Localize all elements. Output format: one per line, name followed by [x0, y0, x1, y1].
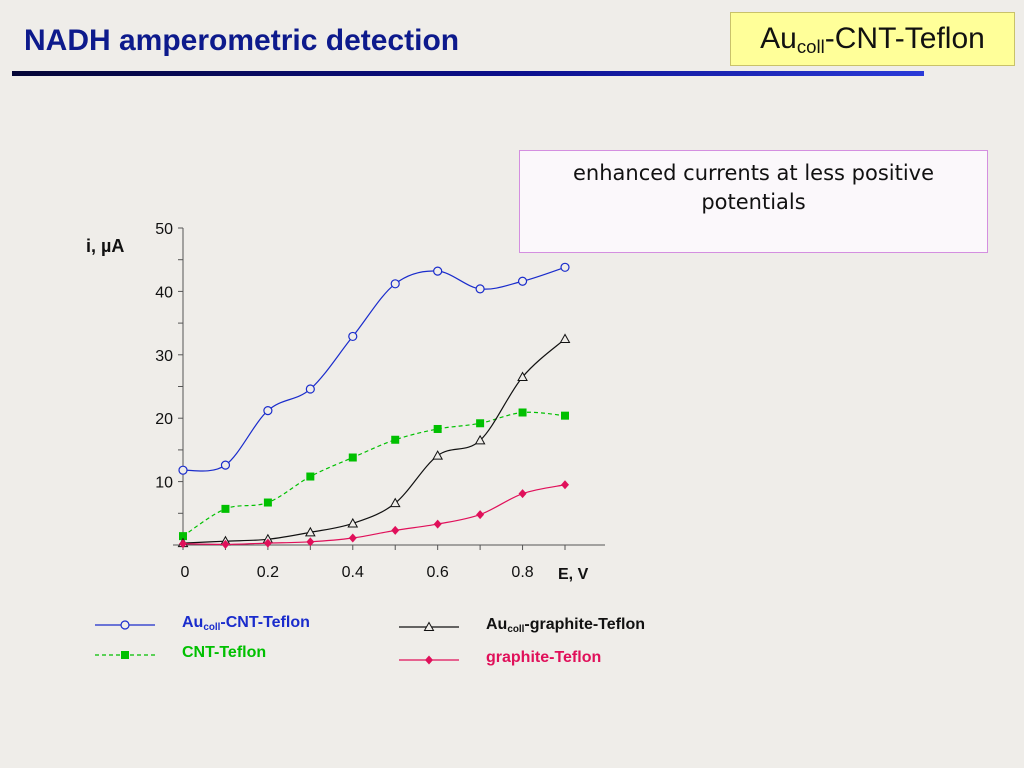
data-point-3 [518, 489, 527, 499]
series-line-1 [182, 411, 566, 537]
data-point-2 [304, 526, 316, 537]
data-point-3 [476, 510, 485, 520]
legend-name-rest: graphite-Teflon [486, 649, 602, 666]
data-point-0 [390, 279, 400, 289]
legend-name-main: Au [486, 616, 508, 633]
x-tick-label: 0 [181, 564, 190, 581]
data-point-1 [518, 408, 527, 417]
data-point-3 [221, 539, 230, 549]
data-point-1 [348, 453, 357, 462]
slide-title: NADH amperometric detection [24, 24, 460, 57]
legend-swatch [399, 621, 459, 631]
legend-swatch [95, 651, 155, 659]
data-point-1 [561, 411, 569, 420]
data-point-3 [179, 539, 187, 549]
data-point-0 [305, 384, 315, 394]
data-point-1 [179, 532, 187, 541]
x-tick-label: 0.4 [342, 564, 364, 581]
data-point-0 [560, 262, 570, 272]
data-point-2 [517, 371, 528, 381]
data-point-3 [306, 537, 315, 547]
legend-name-sub: coll [507, 623, 525, 635]
legend-name-sub: coll [203, 621, 221, 633]
data-point-0 [348, 331, 358, 342]
legend-label: Aucoll-CNT-Teflon [182, 613, 310, 638]
data-point-2 [432, 450, 444, 460]
data-point-2 [389, 497, 401, 508]
x-tick-label: 0.2 [257, 564, 279, 581]
legend-name-main: Au [182, 614, 204, 631]
legend-label: Aucoll-graphite-Teflon [486, 615, 645, 640]
legend-swatch [95, 620, 155, 630]
y-tick-label: 40 [155, 284, 173, 301]
data-point-1 [391, 435, 400, 444]
data-point-0 [220, 460, 231, 470]
data-point-3 [433, 519, 442, 529]
legend-marker [425, 655, 433, 665]
data-point-1 [476, 419, 485, 428]
legend-name-rest: -CNT-Teflon [220, 614, 310, 631]
legend-name-rest: CNT-Teflon [182, 644, 267, 661]
y-tick-label: 30 [155, 348, 173, 365]
legend-label: graphite-Teflon [486, 648, 601, 668]
badge-rest: -CNT-Teflon [824, 22, 985, 55]
title-divider [12, 71, 924, 76]
data-point-0 [263, 405, 273, 416]
data-point-0 [517, 276, 528, 286]
legend-marker [423, 621, 435, 631]
legend-name-rest: -graphite-Teflon [524, 616, 645, 633]
legend-swatch [399, 655, 459, 665]
legend-label: CNT-Teflon [182, 643, 266, 663]
data-point-3 [391, 525, 400, 535]
x-tick-label: 0.8 [511, 564, 533, 581]
x-tick-label: 0.6 [427, 564, 449, 581]
legend-marker [121, 651, 129, 659]
y-tick-label: 10 [155, 475, 173, 492]
legend-marker [120, 620, 130, 630]
data-point-0 [178, 465, 188, 475]
data-point-3 [263, 538, 272, 548]
electrode-badge: Aucoll-CNT-Teflon [730, 12, 1015, 66]
data-point-2 [347, 517, 359, 528]
data-point-1 [306, 472, 315, 481]
series-line-2 [182, 338, 566, 544]
y-tick-label: 50 [155, 221, 173, 238]
data-point-0 [475, 284, 485, 294]
data-point-3 [348, 533, 357, 543]
data-point-2 [474, 434, 486, 445]
series-line-3 [182, 484, 566, 545]
badge-sub: coll [796, 36, 825, 58]
y-tick-label: 20 [155, 411, 173, 428]
data-point-2 [559, 333, 571, 343]
badge-main: Au [760, 22, 797, 55]
y-axis-label: i, µA [86, 236, 125, 256]
series-line-0 [182, 266, 566, 472]
note-callout: enhanced currents at less positive poten… [519, 150, 988, 253]
data-point-1 [433, 424, 442, 433]
data-point-3 [561, 480, 569, 490]
data-point-1 [221, 504, 230, 513]
x-axis-label: E, V [558, 566, 589, 583]
data-point-0 [433, 266, 443, 276]
data-point-1 [263, 498, 272, 507]
